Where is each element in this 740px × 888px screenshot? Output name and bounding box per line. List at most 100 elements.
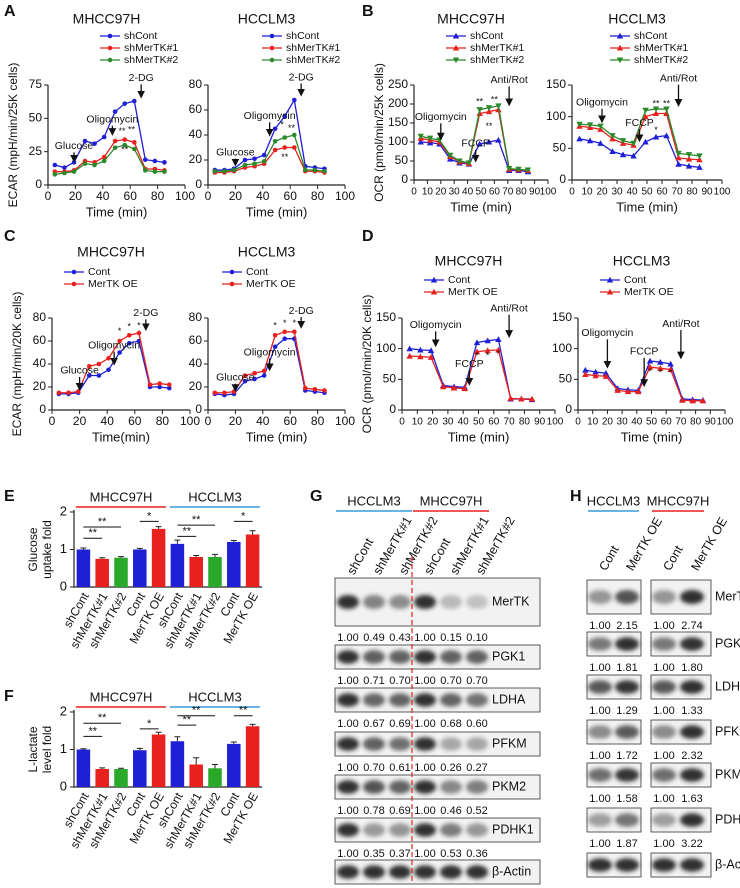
legend-marker <box>452 32 460 39</box>
significance-label: * <box>147 510 152 522</box>
legend-label: shMerTK#2 <box>634 54 688 66</box>
y-tick-label: 20 <box>189 152 203 166</box>
x-tick-label: 50 <box>641 187 653 198</box>
error-bar <box>230 540 237 542</box>
x-axis-label: Time(min) <box>92 429 150 444</box>
protein-label: β-Actin <box>492 864 531 878</box>
y-tick-label: 100 <box>376 341 396 355</box>
quantification: 0.69 <box>389 718 410 730</box>
x-tick-label: 0 <box>399 417 405 428</box>
x-tick-label: 0 <box>205 189 212 203</box>
data-point <box>86 364 92 369</box>
x-tick-label: 0 <box>411 187 417 198</box>
blot-band <box>337 865 359 879</box>
x-axis-label: Time (min) <box>246 429 308 444</box>
data-point <box>92 162 97 168</box>
significance-label: * <box>280 119 284 129</box>
blot-band <box>440 693 462 707</box>
quantification: 1.00 <box>589 750 610 762</box>
bar <box>170 543 185 587</box>
data-point <box>699 397 707 404</box>
data-point <box>417 133 424 140</box>
blot-band <box>588 680 612 694</box>
x-tick-label: 50 <box>646 417 658 428</box>
x-tick-label: 60 <box>284 189 298 203</box>
blot-band <box>588 768 612 782</box>
bar <box>245 534 260 587</box>
data-point <box>657 358 664 365</box>
significance-label: ** <box>491 95 499 105</box>
data-point <box>152 169 158 174</box>
legend-marker <box>107 45 113 51</box>
data-point <box>689 397 696 404</box>
significance-label: * <box>654 125 658 135</box>
data-point <box>609 148 616 155</box>
data-point <box>630 140 637 147</box>
significance-label: * <box>669 368 673 378</box>
legend-label: MerTK OE <box>624 286 674 298</box>
legend-label: shMerTK#1 <box>124 42 178 54</box>
x-tick-label: 60 <box>488 417 500 428</box>
error-bar <box>118 767 124 769</box>
blot-band <box>680 725 704 739</box>
quantification: 0.61 <box>389 762 410 774</box>
x-axis-label: Time (min) <box>86 204 148 219</box>
protein-label: LDHA <box>715 679 740 693</box>
x-tick-label: 40 <box>631 417 643 428</box>
legend-label: shMerTK#1 <box>634 42 688 54</box>
y-axis-label: OCR (pmol/min/20K cells) <box>360 295 374 434</box>
y-tick-label: 1 <box>60 541 67 556</box>
data-point <box>242 157 248 163</box>
significance-label: * <box>137 320 141 330</box>
chart-title: HCCLM3 <box>238 11 296 27</box>
quantification: 1.58 <box>616 793 637 805</box>
blot-band <box>466 650 488 664</box>
data-point <box>282 336 288 342</box>
data-point <box>302 167 308 173</box>
blot-band <box>363 693 385 707</box>
data-point <box>485 105 493 111</box>
quantification: 1.00 <box>414 848 435 860</box>
data-point <box>147 382 153 388</box>
significance-label: * <box>497 349 501 359</box>
x-tick-label: 10 <box>422 187 434 198</box>
blot-band <box>389 737 411 751</box>
bar <box>114 769 128 787</box>
bar <box>208 768 222 787</box>
data-point <box>106 367 111 373</box>
group-label: MHCC97H <box>647 493 710 508</box>
data-point <box>473 339 481 346</box>
y-tick-label: 60 <box>189 102 203 116</box>
legend-marker <box>452 57 460 64</box>
blot-band <box>414 595 436 609</box>
error-bar <box>80 547 87 550</box>
data-point <box>602 370 610 376</box>
quantification: 0.10 <box>466 632 487 644</box>
x-tick-label: 90 <box>705 417 717 428</box>
annotation: Glucose <box>55 140 94 152</box>
y-tick-label: 75 <box>29 77 43 91</box>
y-axis-label: level fold <box>40 726 54 773</box>
data-point <box>440 383 447 390</box>
annotation: Oligomycin <box>244 110 296 122</box>
x-tick-label: 80 <box>311 414 325 428</box>
bar <box>151 734 166 787</box>
bar <box>151 528 166 587</box>
data-point <box>282 145 288 150</box>
y-tick-label: 20 <box>33 379 47 393</box>
protein-label: PGK1 <box>492 649 525 663</box>
data-point <box>602 373 610 379</box>
x-tick-label: 0 <box>45 189 52 203</box>
data-point <box>586 137 594 144</box>
data-point <box>630 152 637 159</box>
chart-title: HCCLM3 <box>613 253 671 269</box>
chart-title: MHCC97H <box>437 11 505 27</box>
quantification: 2.32 <box>681 750 702 762</box>
data-point <box>292 145 297 150</box>
legend-marker <box>616 57 624 64</box>
quantification: 0.37 <box>389 848 410 860</box>
blot-band <box>680 768 704 782</box>
data-point <box>624 388 632 395</box>
y-tick-label: 150 <box>376 310 396 324</box>
